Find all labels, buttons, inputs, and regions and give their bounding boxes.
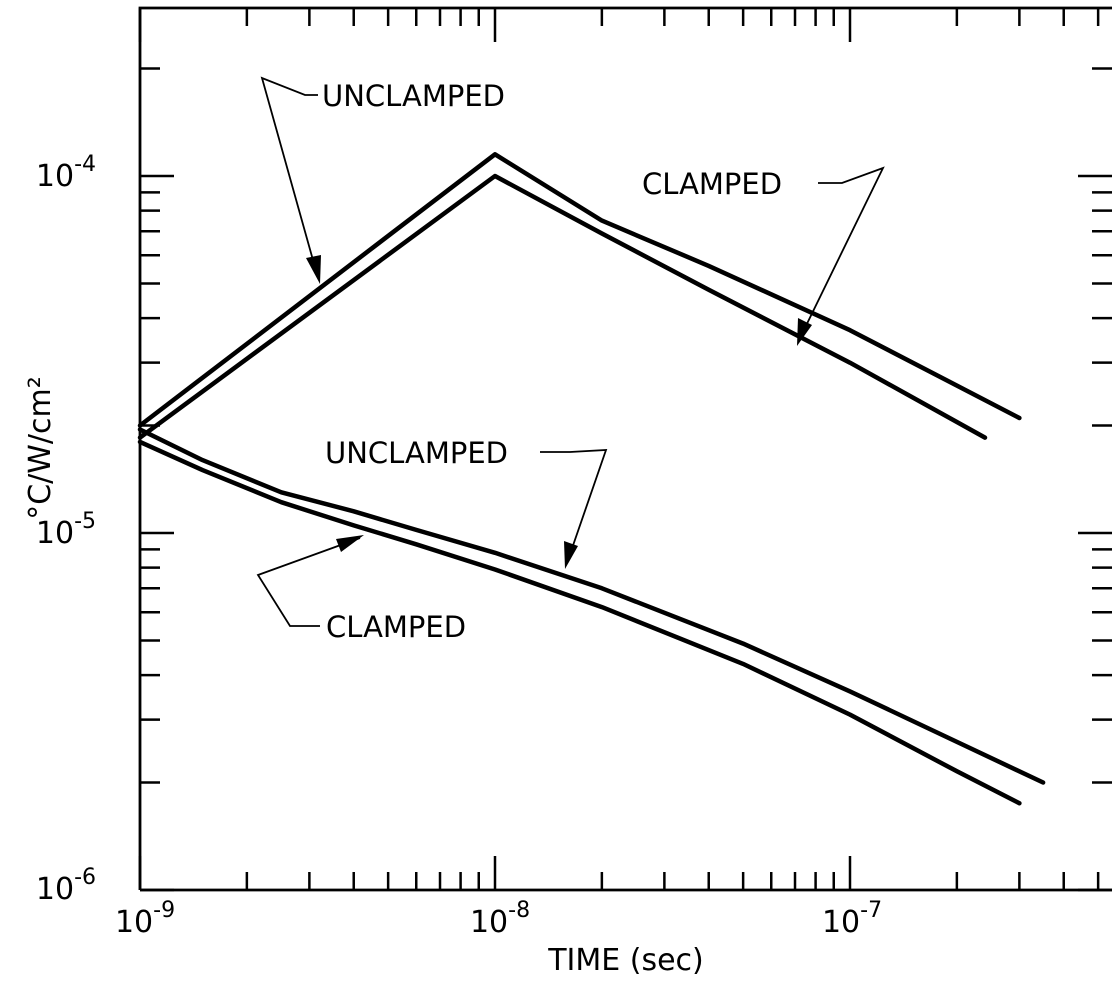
annotation-upper-clamped: CLAMPED bbox=[642, 166, 885, 346]
leader-line bbox=[799, 166, 885, 339]
leader-line bbox=[260, 76, 319, 279]
annotation-label: UNCLAMPED bbox=[325, 436, 508, 470]
series-upper-clamped bbox=[137, 173, 988, 440]
leader-line bbox=[256, 537, 361, 627]
x-tick-label-1e-7: 10-7 bbox=[822, 898, 882, 940]
annotation-label: UNCLAMPED bbox=[322, 79, 505, 113]
leader-line bbox=[540, 449, 608, 561]
arrowhead bbox=[336, 535, 364, 552]
y-tick-label-1e-5: 10-5 bbox=[36, 509, 96, 551]
y-axis-label: °C/W/cm² bbox=[23, 376, 58, 520]
x-tick-label-1e-9: 10-9 bbox=[115, 898, 175, 940]
series-lower-clamped bbox=[137, 439, 1022, 806]
x-tick-label-1e-8: 10-8 bbox=[470, 898, 530, 940]
axis-ticks bbox=[138, 8, 1112, 892]
annotation-lower-clamped: CLAMPED bbox=[256, 535, 466, 644]
annotation-label: CLAMPED bbox=[642, 167, 782, 201]
annotation-label: CLAMPED bbox=[326, 610, 466, 644]
plot-frame bbox=[138, 6, 1112, 892]
x-axis-label: TIME (sec) bbox=[547, 943, 704, 978]
arrowhead bbox=[797, 318, 812, 346]
y-tick-label-1e-4: 10-4 bbox=[36, 152, 96, 194]
annotation-lower-unclamped: UNCLAMPED bbox=[325, 436, 608, 569]
series-lower-unclamped bbox=[137, 427, 1046, 785]
arrowhead bbox=[306, 255, 321, 284]
y-tick-label-1e-6: 10-6 bbox=[36, 865, 96, 907]
arrowhead bbox=[564, 541, 578, 569]
series-upper-unclamped bbox=[137, 152, 1022, 428]
annotation-upper-unclamped: UNCLAMPED bbox=[260, 76, 505, 284]
